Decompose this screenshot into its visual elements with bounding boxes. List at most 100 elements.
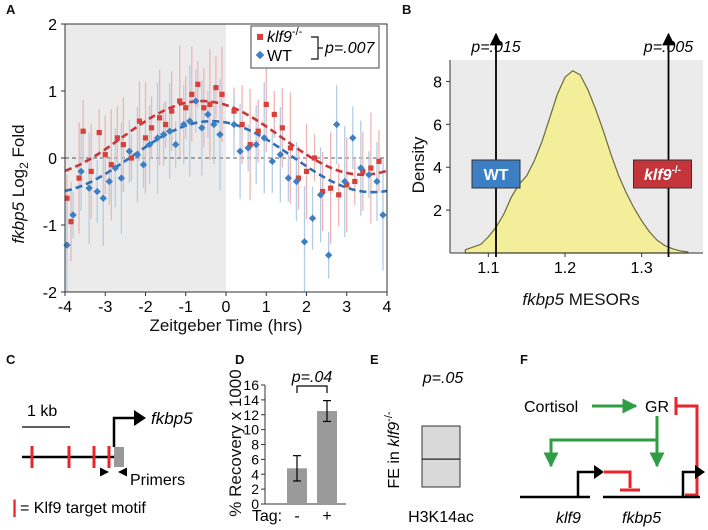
panel-a-xtick-label: 2 (302, 299, 311, 316)
klf9-data-point (271, 111, 277, 118)
panel-b-xlabel: fkbp5 MESORs (522, 290, 639, 309)
primers-label: Primers (130, 472, 185, 489)
klf9-data-point (76, 175, 82, 181)
wt-data-point (77, 167, 85, 176)
marker-box-label-sup: -/- (672, 165, 681, 176)
panel-b-xtick-label: 1.2 (554, 260, 576, 277)
panel-b-xlabel-rest: MESORs (564, 290, 640, 309)
panel-e-box (421, 425, 461, 488)
klf9-data-point (352, 178, 358, 185)
panel-d-tag-label: Tag: (252, 508, 282, 525)
panel-c-gene-label: fkbp5 (151, 409, 193, 428)
motif-legend-bar: | (12, 497, 17, 517)
panel-d-significance-bracket (296, 385, 328, 393)
wt-data-point (186, 117, 194, 125)
panel-b-ytick-label: 2 (433, 203, 442, 220)
wt-data-point (230, 120, 238, 129)
wt-data-point (284, 174, 293, 182)
panel-b-plot: 1.1 1.2 1.3 8 6 4 2 p=.015 WT p=.005 klf9-/- (433, 32, 703, 277)
panel-a-ylabel-sub: 2 (17, 162, 31, 169)
marker-box-2 (633, 159, 692, 189)
klf9-data-point (80, 128, 86, 134)
legend-klf9-marker (257, 34, 263, 40)
gr-to-klf9-arrow (543, 416, 659, 468)
klf9-data-point (169, 108, 175, 114)
klf9-data-point (255, 128, 261, 134)
panel-a-ylabel-fold: Fold (9, 124, 28, 162)
panel-b-ylabel: Density (409, 136, 428, 193)
cortisol-label: Cortisol (524, 399, 578, 416)
marker-box-label-1: WT (484, 167, 509, 184)
klf9-data-point (64, 195, 70, 201)
marker-pvalue-2: p=.005 (643, 39, 693, 56)
gr-repression-line (676, 404, 699, 497)
klf9-data-point (102, 152, 108, 158)
legend-pvalue: p=.007 (324, 40, 375, 57)
klf9-data-point (303, 168, 310, 174)
panel-label-d: D (235, 352, 244, 367)
panel-a-xtick-label: 0 (222, 299, 231, 316)
klf9-data-point (336, 192, 342, 198)
panel-b-ytick-label: 4 (433, 160, 442, 177)
klf9-data-point (328, 185, 334, 191)
wt-data-point (153, 134, 162, 142)
wt-data-point (85, 184, 93, 192)
density-curve (464, 69, 689, 254)
panel-a-ytick-label: 0 (48, 151, 57, 168)
panel-e-ylabel-sup: -/- (383, 411, 395, 422)
motif-legend-text: = Klf9 target motif (20, 500, 146, 517)
legend-pvalue-text: p=.007 (324, 40, 375, 57)
panel-e-ylabel-gene: klf9 (386, 422, 403, 447)
panel-a-ytick-label: -2 (43, 285, 57, 302)
klf9-data-point (219, 91, 225, 97)
panel-a-ylabel-text: fkbp5 Log2 Fold (9, 124, 31, 243)
wt-data-point (93, 187, 101, 196)
panel-a-ytick-label: -1 (43, 218, 57, 235)
panel-a-xtick-label: -2 (138, 299, 152, 316)
wt-data-point (204, 110, 212, 119)
panel-d-bar-1 (287, 468, 307, 504)
klf9-data-point (231, 108, 237, 114)
klf9-data-point (279, 125, 285, 131)
panel-d-pvalue-text: p=.04 (291, 369, 333, 386)
klf9-data-point (368, 165, 374, 171)
panel-a-xlabel: Zeitgeber Time (hrs) (149, 316, 302, 335)
panel-d-category-label: - (294, 508, 299, 525)
tss-arrow-head (134, 410, 146, 426)
klf9-repression-line (604, 470, 632, 488)
panel-a-xtick-label: 4 (383, 299, 392, 316)
marker-pvalue-text: p=.005 (643, 39, 693, 56)
panel-d-ytick-label: 16 (243, 377, 259, 393)
wt-data-point (105, 177, 113, 186)
klf9-data-point (183, 105, 189, 111)
wt-data-point (333, 120, 341, 129)
panel-d-ytick-label: 4 (251, 466, 259, 482)
wt-data-point (349, 134, 357, 142)
klf9-data-point (213, 85, 219, 91)
klf9-data-point (311, 155, 318, 161)
wt-data-point (180, 120, 188, 129)
klf9-data-point (376, 158, 382, 164)
panel-a-ylabel-gene: fkbp5 (9, 201, 28, 243)
panel-a-xtick-label: 3 (342, 299, 351, 316)
klf9-data-point (360, 168, 366, 174)
panel-a-ytick-label: 1 (48, 84, 57, 101)
gr-label: GR (645, 399, 669, 416)
klf9-data-point (344, 182, 350, 188)
fkbp5-tss-head (695, 465, 705, 479)
klf9-data-point (156, 115, 163, 121)
panel-label-b: B (402, 2, 411, 17)
panel-b-xtick-label: 1.3 (631, 260, 653, 277)
panel-label-c: C (6, 352, 16, 367)
wt-data-point (357, 164, 365, 172)
panel-c: C 1 kb fkbp5 Primers | = Klf9 target mot… (6, 352, 193, 517)
wt-data-point (300, 238, 309, 246)
panel-d-ylabel: % Recovery x 1000 (226, 369, 245, 516)
legend-wt-label: WT (267, 48, 292, 65)
panel-a-xtick-label: -3 (98, 299, 112, 316)
panel-a-xtick-label: 1 (262, 299, 271, 316)
marker-pvalue-text: p=.015 (470, 39, 520, 56)
marker-box-label-text: klf9 (644, 167, 672, 184)
panel-b: B 1.1 1.2 1.3 8 6 4 2 p=.015 WT p=.005 klf9-/- Den… (402, 2, 703, 309)
